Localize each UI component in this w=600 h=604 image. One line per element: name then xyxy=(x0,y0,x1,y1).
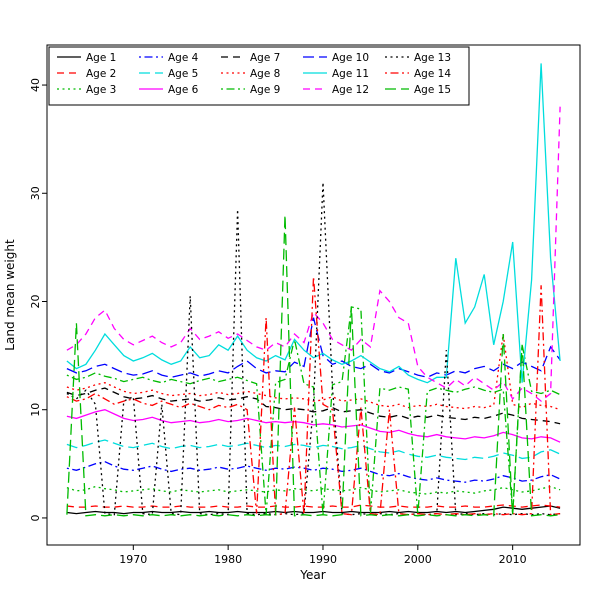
series-line-age-5 xyxy=(66,439,561,461)
y-tick-label: 10 xyxy=(29,403,42,417)
plot-border xyxy=(46,44,581,546)
legend-label: Age 2 xyxy=(86,68,116,80)
y-tick-label: 20 xyxy=(29,294,42,308)
series-line-age-6 xyxy=(66,409,561,443)
series-line-age-3 xyxy=(66,485,561,495)
legend-label: Age 5 xyxy=(168,68,198,80)
series-layer xyxy=(66,63,561,517)
series-line-age-15 xyxy=(66,214,561,517)
x-tick-label: 1990 xyxy=(309,553,337,566)
series-line-age-13 xyxy=(66,182,561,516)
axes-layer: 1970 1980 1990 2000 2010 0 10 20 30 40 xyxy=(29,78,527,566)
series-line-age-12 xyxy=(66,106,561,402)
legend-label: Age 8 xyxy=(250,68,280,80)
legend-label: Age 13 xyxy=(414,52,451,64)
legend-label: Age 14 xyxy=(414,68,451,80)
legend-label: Age 11 xyxy=(332,68,369,80)
series-line-age-4 xyxy=(66,461,561,483)
series-line-age-8 xyxy=(66,333,561,411)
y-tick-label: 40 xyxy=(29,78,42,92)
x-tick-label: 1980 xyxy=(214,553,242,566)
legend: Age 1 Age 2 Age 3 Age 4 Age 5 Age 6 Age 7 Age 8… xyxy=(48,46,470,106)
x-tick-label: 1970 xyxy=(119,553,147,566)
legend-label: Age 1 xyxy=(86,52,116,64)
x-tick-label: 2000 xyxy=(404,553,432,566)
legend-label: Age 9 xyxy=(250,84,280,96)
series-line-age-11 xyxy=(66,63,561,384)
legend-label: Age 3 xyxy=(86,84,116,96)
legend-label: Age 12 xyxy=(332,84,369,96)
y-axis-title: Land mean weight xyxy=(3,239,17,351)
legend-label: Age 15 xyxy=(414,84,451,96)
x-axis-title: Year xyxy=(299,568,325,582)
legend-label: Age 6 xyxy=(168,84,199,96)
legend-box xyxy=(48,46,470,106)
x-tick-label: 2010 xyxy=(499,553,527,566)
legend-label: Age 4 xyxy=(168,52,199,64)
legend-label: Age 10 xyxy=(332,52,369,64)
legend-label: Age 7 xyxy=(250,52,280,64)
series-line-age-10 xyxy=(66,317,561,378)
series-line-age-1 xyxy=(66,505,561,515)
series-line-age-7 xyxy=(66,387,561,425)
y-tick-label: 30 xyxy=(29,186,42,200)
series-line-age-2 xyxy=(66,504,561,508)
series-line-age-9 xyxy=(66,306,561,515)
y-tick-label: 0 xyxy=(29,514,42,521)
